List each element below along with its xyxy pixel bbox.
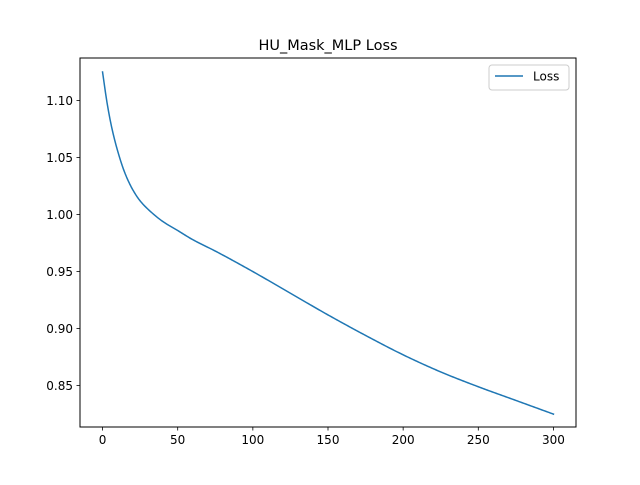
series-layer [101, 71, 555, 416]
x-tick-label: 100 [241, 433, 264, 447]
x-axis-ticks: 0 50 100 150 200 250 300 [99, 427, 565, 447]
y-tick-label: 0.85 [46, 379, 73, 393]
legend-box [488, 64, 570, 91]
x-tick-label: 150 [317, 433, 340, 447]
plot-frame [79, 57, 577, 428]
y-tick-label: 1.00 [46, 208, 73, 222]
x-tick-label: 50 [170, 433, 185, 447]
y-tick-label: 1.05 [46, 151, 73, 165]
x-tick-label: 250 [467, 433, 490, 447]
x-tick-label: 0 [99, 433, 107, 447]
y-axis-ticks: 0.85 0.90 0.95 1.00 1.05 1.10 [46, 94, 80, 393]
legend: Loss [488, 64, 570, 91]
chart-title: HU_Mask_MLP Loss [258, 38, 397, 54]
x-tick-label: 200 [392, 433, 415, 447]
y-tick-label: 0.95 [46, 265, 73, 279]
plot-area [80, 58, 576, 427]
y-tick-label: 0.90 [46, 322, 73, 336]
series-line-loss [101, 71, 555, 416]
y-tick-label: 1.10 [46, 94, 73, 108]
x-tick-label: 300 [542, 433, 565, 447]
legend-label-loss: Loss [533, 70, 559, 84]
